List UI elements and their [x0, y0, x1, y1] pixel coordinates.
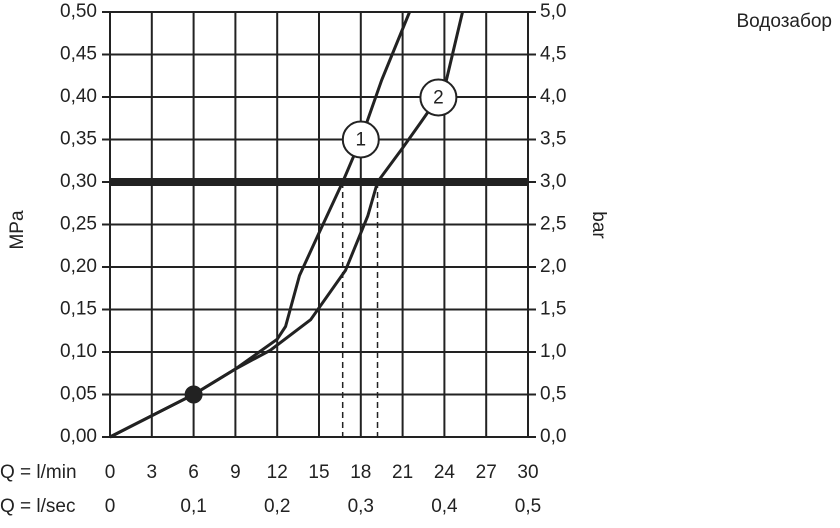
series-badge	[419, 78, 458, 117]
y-tick-label: 0,25	[60, 214, 97, 235]
x2-tick-label: 0,3	[348, 496, 374, 517]
x-tick-label: 18	[350, 462, 371, 483]
x2-tick-label: 0,2	[264, 496, 290, 517]
y-tick-label: 0,15	[60, 299, 97, 320]
x2-tick-label: 0,4	[431, 496, 458, 517]
y-tick-label: 0,10	[60, 341, 97, 362]
chart-title: Водозабор	[736, 11, 832, 32]
legend-label: 1	[356, 130, 367, 151]
y2-tick-label: 4,5	[540, 44, 566, 65]
y2-tick-label: 0,5	[540, 384, 566, 405]
x2-axis-label: Q = l/sec	[0, 496, 76, 517]
x-tick-label: 3	[147, 462, 158, 483]
y-tick-label: 0,30	[60, 171, 97, 192]
x-tick-label: 21	[392, 462, 413, 483]
x2-tick-label: 0,5	[515, 496, 541, 517]
x-tick-label: 30	[517, 462, 538, 483]
x-tick-label: 9	[230, 462, 241, 483]
y-tick-label: 0,40	[60, 86, 97, 107]
y-axis-label: MPa	[7, 210, 28, 250]
y-tick-label: 0,50	[60, 1, 97, 22]
x2-tick-label: 0	[105, 496, 116, 517]
y2-tick-label: 2,0	[540, 256, 566, 277]
y2-tick-label: 1,0	[540, 341, 566, 362]
series-line	[109, 11, 464, 439]
y2-tick-label: 3,5	[540, 129, 566, 150]
series-badge	[341, 120, 380, 159]
y-tick-label: 0,20	[60, 256, 97, 277]
y2-tick-label: 3,0	[540, 171, 566, 192]
x-tick-label: 15	[308, 462, 329, 483]
x-tick-label: 27	[476, 462, 497, 483]
marker-point	[184, 385, 203, 404]
y2-tick-label: 5,0	[540, 1, 566, 22]
legend-label: 2	[433, 88, 444, 109]
x2-tick-label: 0,1	[180, 496, 206, 517]
x-axis-label: Q = l/min	[0, 462, 77, 483]
y-tick-label: 0,00	[60, 426, 97, 447]
y2-axis-label: bar	[588, 211, 609, 239]
x-tick-label: 24	[434, 462, 456, 483]
x-tick-label: 0	[105, 462, 116, 483]
y2-tick-label: 2,5	[540, 214, 566, 235]
y2-tick-label: 1,5	[540, 299, 566, 320]
y2-tick-label: 0,0	[540, 426, 566, 447]
x-tick-label: 12	[267, 462, 288, 483]
x-tick-label: 6	[188, 462, 199, 483]
y-tick-label: 0,35	[60, 129, 97, 150]
y2-tick-label: 4,0	[540, 86, 566, 107]
y-tick-label: 0,05	[60, 384, 97, 405]
y-tick-label: 0,45	[60, 44, 97, 65]
plot-frame	[109, 11, 529, 438]
